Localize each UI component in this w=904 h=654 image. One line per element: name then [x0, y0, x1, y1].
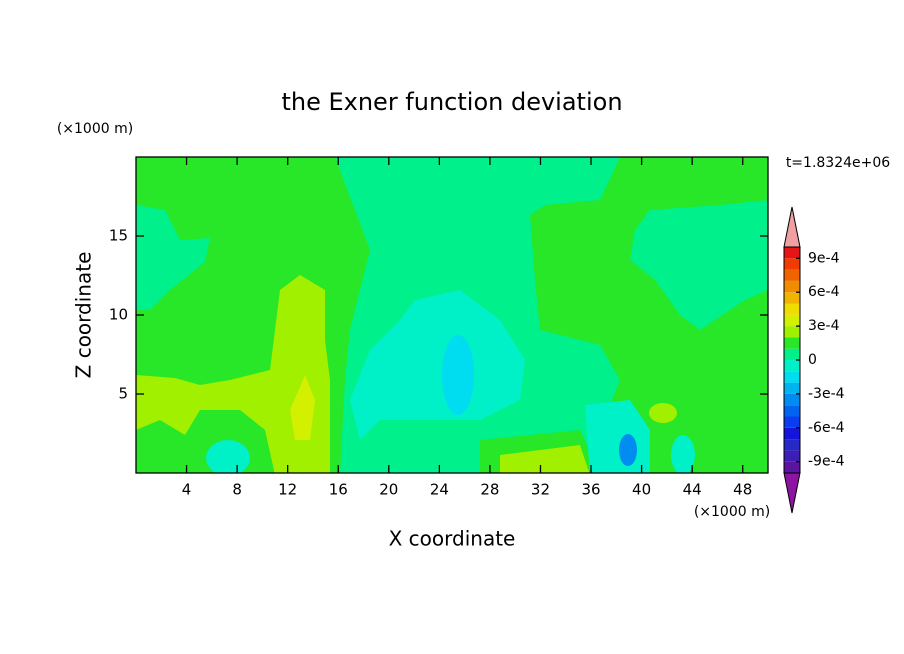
y-unit: (×1000 m) — [57, 121, 133, 137]
colorbar-bin — [784, 280, 800, 293]
colorbar-bin — [784, 405, 800, 417]
colorbar-bin — [784, 416, 800, 428]
x-tick-label: 48 — [733, 481, 752, 499]
colorbar-tick-label: -6e-4 — [808, 420, 845, 436]
contour-region — [671, 435, 695, 473]
x-tick-label: 28 — [480, 481, 499, 499]
colorbar-bin — [784, 382, 800, 394]
x-tick-label: 4 — [182, 481, 192, 499]
chart-title: the Exner function deviation — [281, 88, 622, 116]
colorbar-bin — [784, 247, 800, 259]
colorbar-bin — [784, 439, 800, 451]
contour-region — [136, 275, 330, 473]
y-tick-label: 5 — [118, 385, 128, 403]
x-tick-label: 40 — [632, 481, 651, 499]
x-tick-label: 44 — [683, 481, 702, 499]
colorbar-bin — [784, 360, 800, 372]
contour-region — [649, 403, 677, 423]
x-tick-label: 8 — [232, 481, 242, 499]
colorbar-bin — [784, 337, 800, 349]
colorbar-tick-label: -3e-4 — [808, 386, 845, 402]
contour-region — [136, 205, 210, 310]
x-unit: (×1000 m) — [694, 504, 770, 520]
contour-region — [500, 445, 590, 473]
colorbar-tick-label: 0 — [808, 352, 817, 368]
colorbar-tick-label: -9e-4 — [808, 454, 845, 470]
contour-region — [630, 200, 768, 330]
y-tick-label: 10 — [109, 306, 128, 324]
colorbar-bin — [784, 326, 800, 338]
colorbar-bin — [784, 269, 800, 281]
contour-region — [442, 335, 474, 415]
colorbar-bin — [784, 461, 800, 473]
x-tick-label: 24 — [430, 481, 449, 499]
colorbar-tick-label: 9e-4 — [808, 250, 840, 266]
colorbar-tick-label: 3e-4 — [808, 318, 840, 334]
x-tick-label: 36 — [581, 481, 600, 499]
y-axis-title: Z coordinate — [72, 252, 96, 379]
x-tick-label: 12 — [278, 481, 297, 499]
time-label: t=1.8324e+06 — [786, 155, 890, 171]
colorbar-bin — [784, 258, 800, 270]
contour-region — [350, 290, 525, 440]
x-tick-label: 16 — [329, 481, 348, 499]
colorbar-tick-label: 6e-4 — [808, 284, 840, 300]
colorbar-bin — [784, 371, 800, 383]
x-axis-title: X coordinate — [389, 527, 516, 551]
colorbar-bin — [784, 314, 800, 327]
colorbar-bin — [784, 348, 800, 360]
contour-region — [619, 434, 637, 466]
x-tick-label: 32 — [531, 481, 550, 499]
contour-region — [290, 375, 315, 440]
contour-region — [206, 440, 250, 473]
colorbar-bin — [784, 450, 800, 462]
colorbar-bin — [784, 292, 800, 304]
colorbar-bin — [784, 393, 800, 406]
colorbar-bin — [784, 303, 800, 315]
y-tick-label: 15 — [109, 227, 128, 245]
colorbar-bin — [784, 427, 800, 440]
contour-field — [136, 157, 768, 473]
x-tick-label: 20 — [379, 481, 398, 499]
